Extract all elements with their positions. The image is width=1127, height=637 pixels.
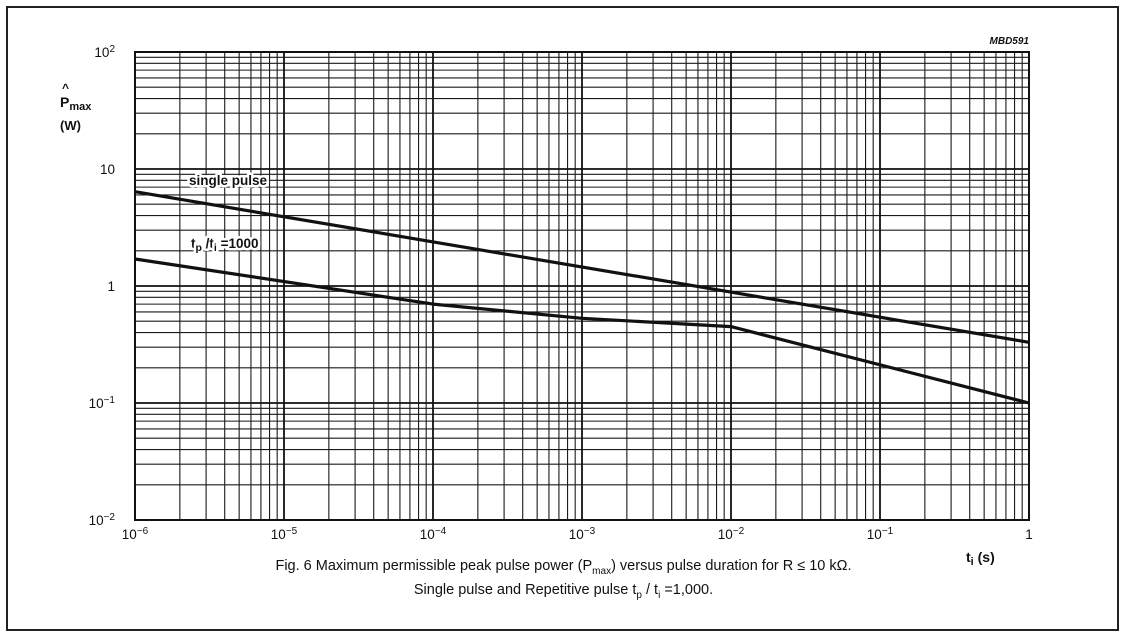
- y-tick-label: 102: [94, 44, 115, 61]
- chart-code: MBD591: [990, 36, 1030, 47]
- x-tick-label: 10−3: [569, 526, 596, 543]
- x-tick-label: 10−6: [122, 526, 149, 543]
- series-label-repetitive: tp /ti =1000: [191, 236, 259, 254]
- series-label-single-pulse: single pulse: [189, 173, 268, 188]
- x-axis-label: ti (s): [966, 549, 995, 568]
- x-tick-label: 10−2: [718, 526, 745, 543]
- x-tick-label: 10−1: [867, 526, 894, 543]
- plot-border: [134, 51, 1030, 521]
- figure-caption-line-1: Fig. 6 Maximum permissible peak pulse po…: [275, 558, 852, 577]
- y-axis-label-accent: ^: [62, 81, 69, 95]
- x-tick-label: 10−5: [271, 526, 298, 543]
- series-line-2: [134, 257, 1030, 405]
- figure-caption-line-2: Single pulse and Repetitive pulse tp / t…: [413, 582, 714, 601]
- x-tick-label: 1: [1025, 527, 1033, 542]
- figure-frame: [6, 6, 1119, 631]
- series-line-1: [134, 190, 1030, 344]
- y-axis-label: Pmax: [60, 94, 92, 113]
- y-axis-unit: (W): [60, 118, 81, 133]
- x-tick-label: 10−4: [420, 526, 447, 543]
- y-tick-label: 10: [100, 162, 115, 177]
- y-tick-label: 10−1: [89, 395, 116, 412]
- y-tick-label: 10−2: [89, 512, 116, 529]
- y-tick-label: 1: [107, 279, 115, 294]
